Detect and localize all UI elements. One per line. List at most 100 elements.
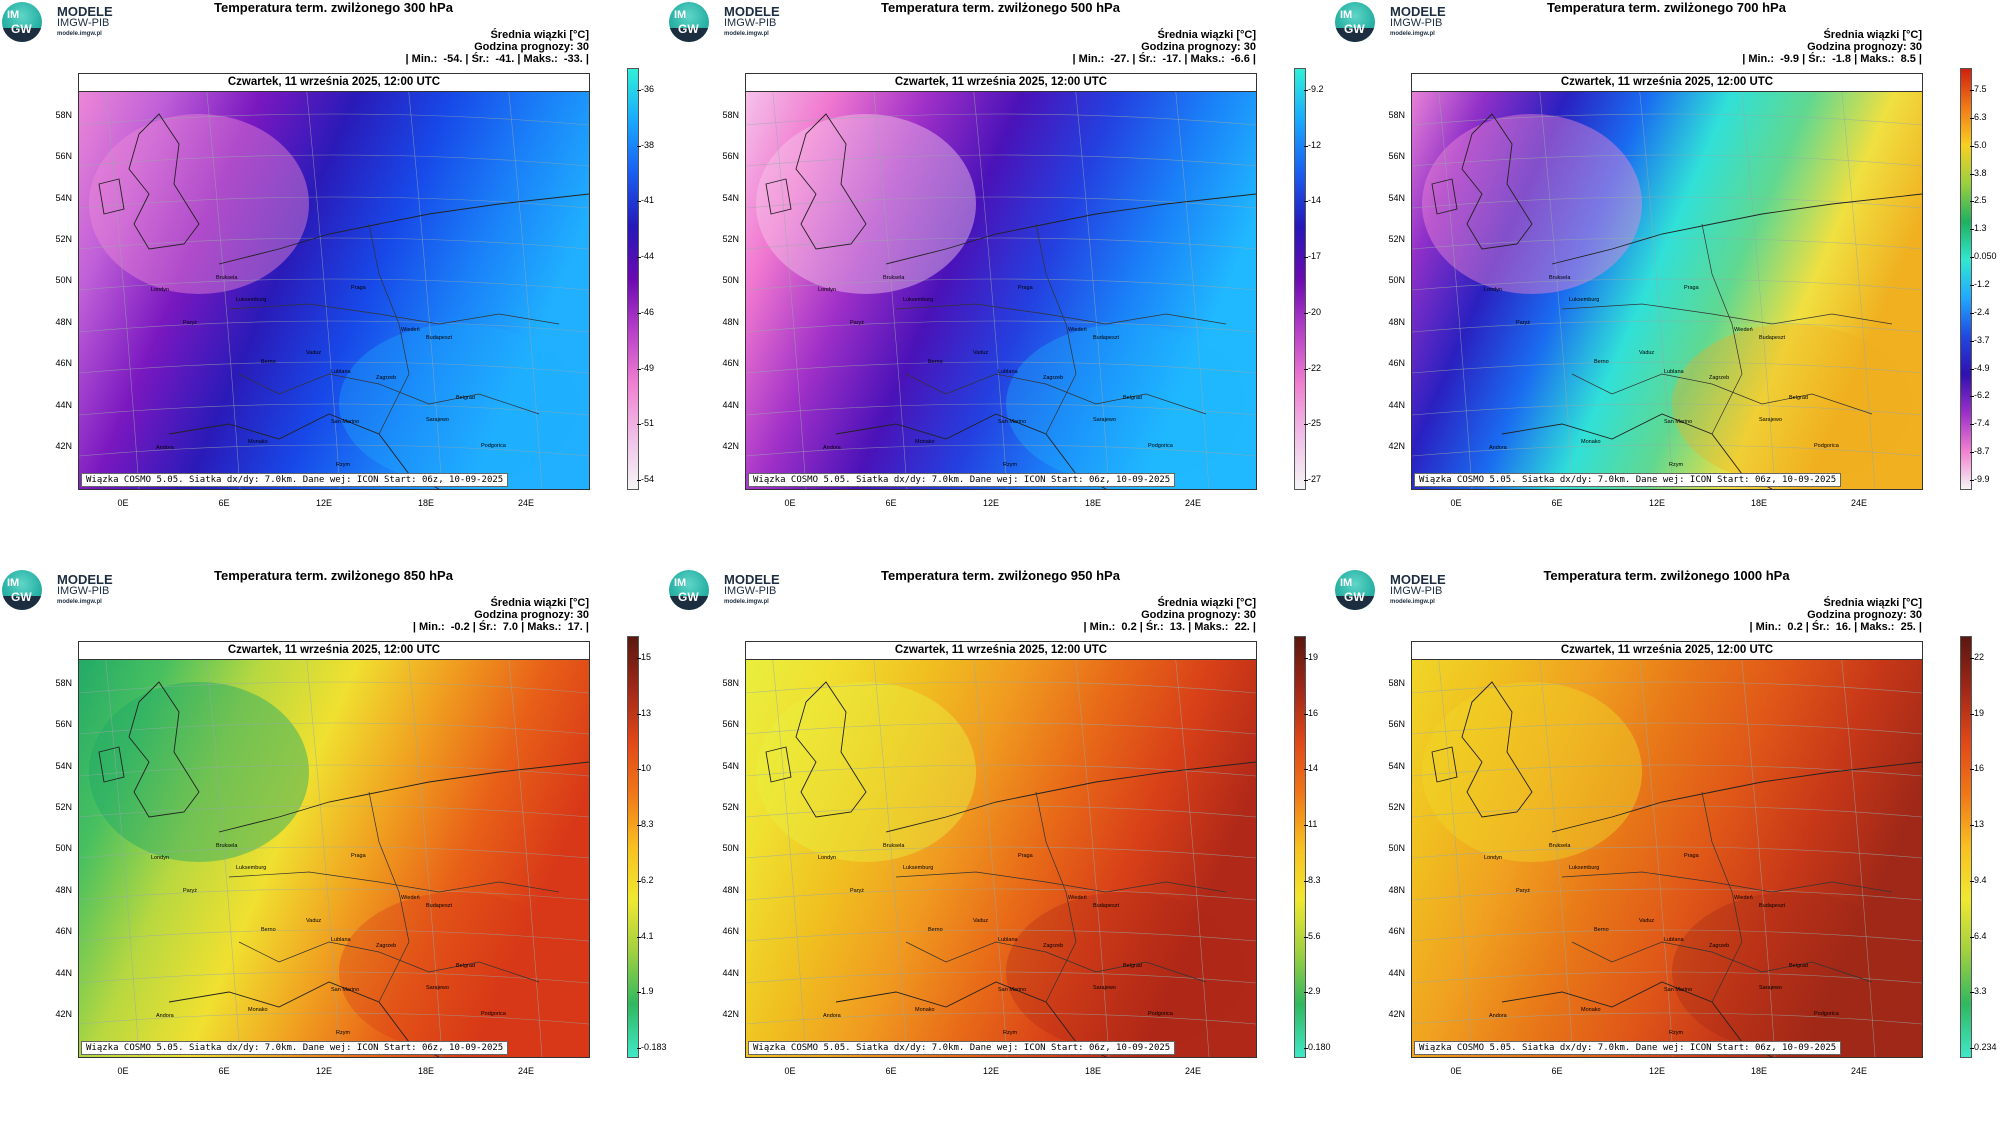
city-label: Belgrad [1123,395,1142,401]
city-label: Lublana [998,937,1019,943]
map-panel: IM GW MODELE IMGW-PIB modele.imgw.pl Temperat… [0,568,667,1136]
city-label: Budapeszt [426,903,452,909]
border-line [1571,941,1873,983]
colorbar-tick: 13 [636,707,652,718]
logo-text-modele: MODELE [1390,572,1446,587]
city-label: Andora [156,1013,175,1019]
city-label: Wiedeń [1068,327,1087,333]
latitude-label: 56N [55,151,72,161]
colorbar-tick: -27 [1303,474,1322,484]
parallel [746,846,1256,859]
logo-mark-im: IM [1340,577,1353,589]
colorbar [1294,68,1306,490]
city-label: Paryż [183,320,197,326]
city-label: Zagrzeb [376,943,396,949]
field-blob [89,114,309,294]
parallel [746,154,1256,167]
latitude-label: 48N [722,317,739,327]
map-panel: IM GW MODELE IMGW-PIB modele.imgw.pl Temperat… [667,568,1334,1136]
stats-header: Średnia wiązki [°C] [1157,597,1256,609]
logo-text-imgw: IMGW-PIB [1390,17,1443,29]
colorbar-tick: 0.234 [1970,1042,1997,1052]
colorbar-tick: 8.3 [637,819,654,830]
parallel [79,361,589,374]
meridian [770,642,807,1057]
meridian [304,642,341,1057]
parallel [746,113,1256,126]
parallel [79,320,589,333]
city-label: Rzym [1003,462,1017,468]
city-label: Lublana [331,937,352,943]
parallel [746,1012,1256,1025]
colorbar [627,68,639,490]
city-label: Londyn [151,287,169,293]
map-field: Londyn Bruksela Paryż Luksemburg Praga Wiedeń… [746,642,1256,1057]
city-label: Sarajewo [1759,985,1782,991]
map-panel: IM GW MODELE IMGW-PIB modele.imgw.pl Temperat… [1333,568,2000,1136]
city-label: Rzym [1669,1030,1683,1036]
coastline-britain [795,681,867,818]
city-label: Rzym [1003,1030,1017,1036]
longitude-label: 18E [417,498,434,508]
latitude-label: 52N [1388,802,1405,812]
city-label: Bruksela [883,275,905,281]
colorbar-tick: 1.3 [1970,223,1987,234]
latitude-label: 42N [722,441,739,451]
longitude-label: 24E [1184,1066,1201,1076]
latitude-label: 54N [55,761,72,771]
city-label: Belgrad [1789,395,1808,401]
city-label: Praga [351,285,367,291]
city-label: Luksemburg [903,297,933,303]
parallel [79,929,589,942]
city-label: Zagrzeb [1043,375,1063,381]
latitude-label: 56N [722,719,739,729]
border-line [1701,223,1743,435]
forecast-map[interactable]: Londyn Bruksela Paryż Luksemburg Praga Wiedeń… [745,73,1257,490]
coastline-north [218,193,589,265]
coastline-north [1551,761,1922,833]
forecast-map[interactable]: Londyn Bruksela Paryż Luksemburg Praga Wiedeń… [78,73,590,490]
forecast-map[interactable]: Londyn Bruksela Paryż Luksemburg Praga Wiedeń… [78,641,590,1058]
coastline-north [885,193,1256,265]
colorbar-tick: 22 [1969,652,1985,662]
colorbar-tick: 4.1 [637,930,654,941]
forecast-map[interactable]: Londyn Bruksela Paryż Luksemburg Praga Wiedeń… [1411,73,1923,490]
parallel [1412,971,1922,984]
colorbar-tick: -0.183 [637,1042,667,1052]
panel-title: Temperatura term. zwilżonego 850 hPa [214,568,453,583]
border-line [238,373,540,415]
meridian [1436,74,1473,489]
city-label: Vaduz [973,350,988,356]
logo-text-url: modele.imgw.pl [1390,599,1435,605]
run-info: Wiązka COSMO 5.05. Siatka dx/dy: 7.0km. … [748,1041,1176,1055]
city-label: Bruksela [216,843,238,849]
colorbar-tick: -49 [636,362,655,373]
field-blob [756,114,976,294]
map-panel: IM GW MODELE IMGW-PIB modele.imgw.pl Temperat… [1333,0,2000,568]
forecast-map[interactable]: Londyn Bruksela Paryż Luksemburg Praga Wiedeń… [1411,641,1923,1058]
parallel [746,971,1256,984]
forecast-hour: Godzina prognozy: 30 [474,41,589,53]
logo-mark [1335,2,1375,42]
latitude-label: 58N [55,110,72,120]
parallel [1412,403,1922,416]
city-label: Luksemburg [1569,865,1599,871]
city-label: Praga [1684,853,1700,859]
city-label: San Marino [331,419,359,425]
map-field: Londyn Bruksela Paryż Luksemburg Praga Wiedeń… [79,642,589,1057]
meridian [1537,642,1574,1057]
city-label: Londyn [818,855,836,861]
latitude-label: 44N [55,968,72,978]
latitude-label: 54N [55,193,72,203]
forecast-map[interactable]: Londyn Bruksela Paryż Luksemburg Praga Wiedeń… [745,641,1257,1058]
city-label: Vaduz [973,918,988,924]
parallel [746,196,1256,209]
border-line [895,871,1227,893]
city-label: San Marino [998,987,1026,993]
longitude-label: 6E [1551,498,1563,508]
latitude-label: 58N [55,678,72,688]
coastline-britain [128,113,200,250]
longitude-label: 12E [315,498,332,508]
coastline-north [1551,193,1922,265]
